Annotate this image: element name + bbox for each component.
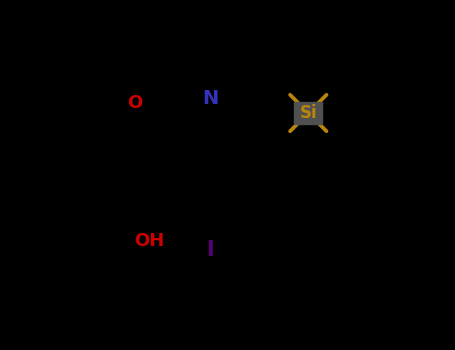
Text: O: O bbox=[127, 94, 142, 112]
Bar bbox=[294, 102, 322, 124]
Text: I: I bbox=[206, 240, 214, 260]
Text: Si: Si bbox=[299, 104, 317, 122]
Text: OH: OH bbox=[135, 232, 165, 250]
Text: N: N bbox=[202, 89, 218, 107]
